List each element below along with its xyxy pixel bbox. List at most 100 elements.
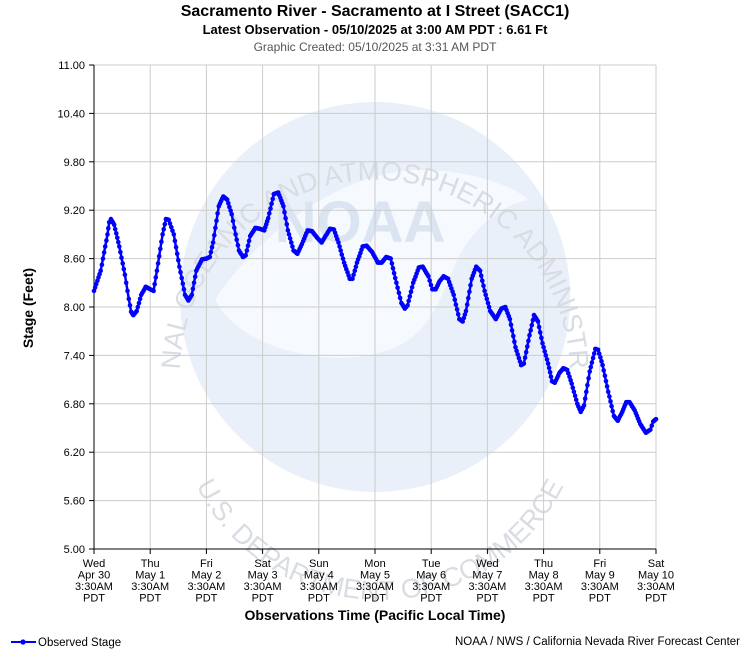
series-point xyxy=(232,225,237,230)
series-point xyxy=(484,296,490,302)
series-point xyxy=(528,327,533,333)
series-point xyxy=(171,232,177,237)
series-point xyxy=(539,335,544,341)
series-point xyxy=(610,408,615,414)
series-point xyxy=(178,270,183,275)
x-tick-label: Thu May 8 3:30AM PDT xyxy=(525,558,563,605)
series-point xyxy=(243,253,248,258)
series-point xyxy=(127,303,133,308)
series-point xyxy=(162,221,168,227)
series-point xyxy=(116,239,121,245)
series-point xyxy=(111,222,117,227)
series-point xyxy=(160,232,165,237)
series-point xyxy=(395,285,400,291)
series-point xyxy=(463,308,469,314)
x-tick-label: Fri May 2 3:30AM PDT xyxy=(187,558,225,605)
series-point xyxy=(572,393,578,399)
series-point xyxy=(468,282,473,288)
y-tick-label: 6.20 xyxy=(64,447,85,459)
series-point xyxy=(105,232,110,237)
series-point xyxy=(336,240,341,245)
x-tick-label: Sun May 4 3:30AM PDT xyxy=(300,558,338,605)
legend-label: Observed Stage xyxy=(38,637,121,649)
series-point xyxy=(284,222,290,227)
series-point xyxy=(543,353,549,358)
chart-title: Sacramento River - Sacramento at I Stree… xyxy=(181,3,570,20)
series-point xyxy=(547,370,553,375)
series-point xyxy=(544,357,550,362)
series-point xyxy=(571,389,577,395)
series-point xyxy=(265,216,271,221)
series-point xyxy=(117,244,122,249)
series-point xyxy=(602,373,608,379)
series-point xyxy=(102,244,108,249)
x-axis-title: Observations Time (Pacific Local Time) xyxy=(245,607,506,623)
series-point xyxy=(541,345,546,350)
series-point xyxy=(648,427,653,432)
series-point xyxy=(283,216,288,221)
series-point xyxy=(230,218,236,224)
legend: Observed Stage xyxy=(11,637,121,649)
series-point xyxy=(396,290,402,296)
series-point xyxy=(214,218,219,223)
graphic-created-text: Graphic Created: 05/10/2025 at 3:31 AM P… xyxy=(254,40,497,54)
series-point xyxy=(227,204,232,210)
series-point xyxy=(581,403,587,408)
series-point xyxy=(605,389,611,395)
series-point xyxy=(269,201,274,206)
series-point xyxy=(409,285,415,290)
series-point xyxy=(209,245,215,250)
series-point xyxy=(99,262,105,268)
series-point xyxy=(460,319,466,324)
series-point xyxy=(234,237,239,243)
series-point xyxy=(134,308,139,314)
series-point xyxy=(106,226,111,231)
series-point xyxy=(516,355,522,361)
series-point xyxy=(213,225,218,231)
series-point xyxy=(461,315,467,321)
series-point xyxy=(169,224,174,230)
y-axis-ticks: 11.00 10.40 9.80 9.20 8.60 8.00 7.40 6.80 6.20 5.… xyxy=(57,60,94,556)
series-point xyxy=(570,385,576,391)
y-tick-label: 5.00 xyxy=(64,544,85,556)
series-point xyxy=(589,360,595,365)
series-point xyxy=(179,275,184,281)
series-point xyxy=(584,389,589,395)
series-point xyxy=(190,286,196,292)
series-point xyxy=(406,298,412,304)
series-point xyxy=(137,296,143,302)
series-point xyxy=(174,251,180,257)
series-point xyxy=(351,272,356,278)
series-point xyxy=(287,236,293,241)
x-tick-label: Wed Apr 30 3:30AM PDT xyxy=(75,558,113,605)
series-point xyxy=(154,268,160,274)
noaa-watermark: NOAA NATIONAL OCEANIC AND ATMOSPHERIC AD… xyxy=(0,0,594,606)
y-tick-label: 5.60 xyxy=(64,496,85,508)
series-point xyxy=(466,295,471,301)
series-point xyxy=(350,276,355,282)
series-point xyxy=(407,294,413,299)
series-point xyxy=(397,295,403,301)
x-tick-label: Fri May 9 3:30AM PDT xyxy=(581,558,619,605)
series-point xyxy=(513,345,518,350)
series-point xyxy=(426,274,431,279)
series-point xyxy=(525,344,530,349)
series-point xyxy=(151,288,156,294)
series-point xyxy=(455,312,461,317)
series-point xyxy=(177,264,182,270)
series-point xyxy=(286,232,292,237)
series-point xyxy=(545,361,551,366)
series-point xyxy=(609,403,614,409)
series-point xyxy=(464,302,470,307)
series-point xyxy=(536,324,542,330)
series-point xyxy=(452,297,458,303)
chart-subtitle: Latest Observation - 05/10/2025 at 3:00 … xyxy=(203,22,549,37)
series-point xyxy=(408,289,414,295)
series-point xyxy=(121,266,127,272)
series-point xyxy=(189,292,195,298)
series-point xyxy=(453,302,459,307)
series-point xyxy=(207,254,213,260)
series-point xyxy=(161,227,166,232)
series-point xyxy=(590,355,596,361)
series-point xyxy=(159,239,164,244)
